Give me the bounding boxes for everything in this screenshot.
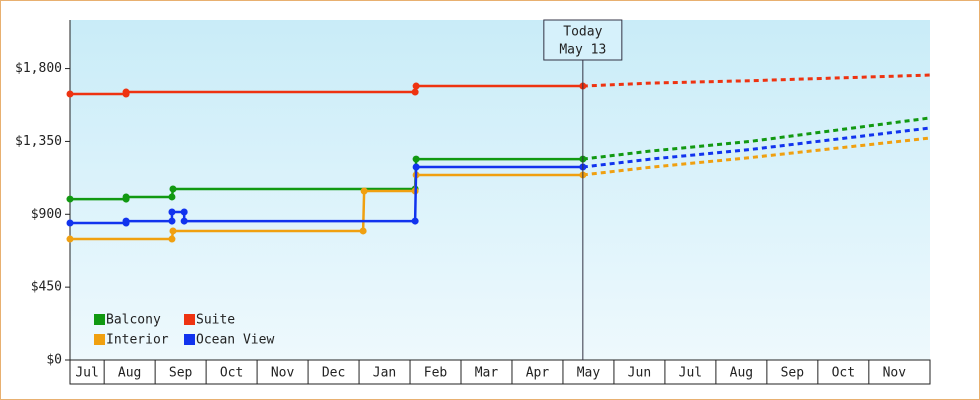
x-tick-label: Aug <box>118 366 141 381</box>
legend-label: Suite <box>196 313 235 328</box>
price-point <box>168 235 176 243</box>
price-point <box>180 208 188 216</box>
x-tick-label: Nov <box>883 366 907 381</box>
x-tick-label: Oct <box>220 366 243 381</box>
price-point <box>169 185 177 193</box>
y-tick-label: $1,350 <box>15 134 62 149</box>
legend-label: Balcony <box>106 313 161 328</box>
x-tick-label: May <box>577 366 601 381</box>
price-point <box>66 195 74 203</box>
y-tick-label: $1,800 <box>15 61 62 76</box>
x-tick-label: Apr <box>526 366 550 381</box>
price-point <box>411 88 419 96</box>
x-tick-label: Jul <box>75 366 98 381</box>
price-point <box>122 217 130 225</box>
x-tick-label: Nov <box>271 366 295 381</box>
today-date: May 13 <box>559 43 606 58</box>
today-label: Today <box>563 25 602 40</box>
price-point <box>122 193 130 201</box>
y-tick-label: $900 <box>31 207 62 222</box>
forecast-line <box>582 126 931 169</box>
y-tick-label: $450 <box>31 280 62 295</box>
price-point <box>169 227 177 235</box>
forecast-line <box>582 73 931 88</box>
legend-swatch <box>184 334 195 345</box>
x-tick-label: Jul <box>679 366 702 381</box>
price-point <box>412 163 420 171</box>
x-tick-label: Jan <box>373 366 396 381</box>
price-point <box>411 217 419 225</box>
price-point <box>66 235 74 243</box>
price-point <box>359 227 367 235</box>
price-point <box>412 82 420 90</box>
price-point <box>66 90 74 98</box>
legend-swatch <box>94 334 105 345</box>
x-axis-band <box>69 359 931 385</box>
price-point <box>360 187 368 195</box>
forecast-line <box>582 116 931 161</box>
price-point <box>168 193 176 201</box>
price-point <box>412 155 420 163</box>
x-tick-label: Dec <box>322 366 345 381</box>
price-point <box>168 208 176 216</box>
price-point <box>180 217 188 225</box>
price-line <box>70 84 583 96</box>
y-tick-label: $0 <box>46 353 62 368</box>
x-tick-label: Sep <box>781 366 805 381</box>
price-point <box>66 219 74 227</box>
forecast-line <box>582 136 931 177</box>
x-tick-label: Feb <box>424 366 448 381</box>
x-tick-label: Oct <box>832 366 855 381</box>
legend-label: Ocean View <box>196 333 274 348</box>
x-tick-label: Mar <box>475 366 499 381</box>
x-tick-label: Aug <box>730 366 753 381</box>
price-point <box>168 217 176 225</box>
legend-swatch <box>94 314 105 325</box>
price-point <box>122 88 130 96</box>
legend-label: Interior <box>106 333 169 348</box>
today-box <box>543 19 623 61</box>
x-tick-label: Sep <box>169 366 193 381</box>
x-tick-label: Jun <box>628 366 651 381</box>
legend-swatch <box>184 314 195 325</box>
